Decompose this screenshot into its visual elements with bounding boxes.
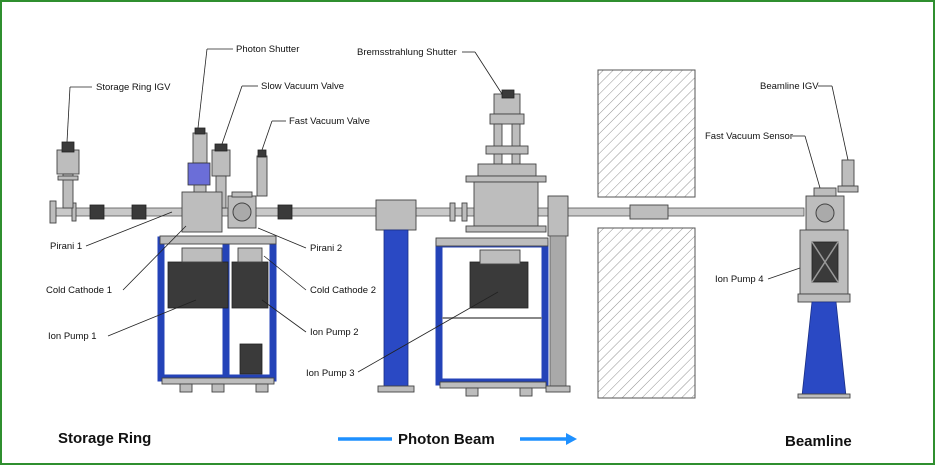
- fast-vacuum-valve: [256, 149, 268, 197]
- storage-ring-igv: [56, 141, 80, 209]
- label-fast-vacuum-valve: Fast Vacuum Valve: [289, 116, 370, 127]
- label-bremsstrahlung-shutter: Bremsstrahlung Shutter: [357, 47, 457, 58]
- stand-2: [375, 199, 417, 393]
- shield-wall-lower: [597, 227, 696, 399]
- beam-pipe: [49, 200, 805, 224]
- label-cold-cathode-2: Cold Cathode 2: [310, 285, 376, 296]
- ion-pump-2: [231, 261, 269, 309]
- section-storage-ring: Storage Ring: [58, 430, 151, 447]
- label-fast-vacuum-sensor: Fast Vacuum Sensor: [705, 131, 793, 142]
- ion-pump-3: [469, 261, 529, 309]
- storage-ring-crosses: [181, 191, 257, 233]
- label-storage-ring-igv: Storage Ring IGV: [96, 82, 171, 93]
- stand-3: [435, 237, 549, 397]
- label-beamline-igv: Beamline IGV: [760, 81, 819, 92]
- beamline-igv: [837, 159, 859, 193]
- fast-vacuum-sensor: [805, 187, 845, 231]
- label-photon-shutter: Photon Shutter: [236, 44, 299, 55]
- ion-pump-4: [797, 229, 851, 303]
- ion-pump-1: [167, 261, 229, 309]
- label-cold-cathode-1: Cold Cathode 1: [46, 285, 112, 296]
- arrow-head-icon: [566, 433, 577, 445]
- label-pirani-2: Pirani 2: [310, 243, 342, 254]
- section-beamline: Beamline: [785, 433, 852, 450]
- stand-4: [797, 301, 851, 399]
- bremsstrahlung-shutter: [465, 89, 547, 233]
- leader-lines: [66, 48, 849, 373]
- wall-post: [545, 195, 571, 393]
- label-pirani-1: Pirani 1: [50, 241, 82, 252]
- label-ion-pump-4: Ion Pump 4: [715, 274, 764, 285]
- shield-wall-upper: [597, 69, 696, 198]
- label-ion-pump-2: Ion Pump 2: [310, 327, 359, 338]
- stand-1: [157, 235, 277, 393]
- label-ion-pump-1: Ion Pump 1: [48, 331, 97, 342]
- label-slow-vacuum-valve: Slow Vacuum Valve: [261, 81, 344, 92]
- label-ion-pump-3: Ion Pump 3: [306, 368, 355, 379]
- section-photon-beam: Photon Beam: [398, 431, 495, 448]
